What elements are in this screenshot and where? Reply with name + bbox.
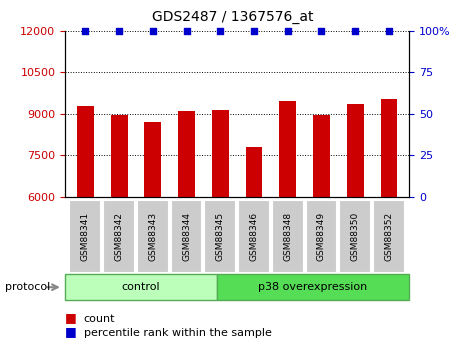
Point	[149, 28, 157, 34]
Point	[217, 28, 224, 34]
Bar	[111, 115, 127, 197]
Bar	[212, 110, 229, 197]
Point	[183, 28, 190, 34]
Text: percentile rank within the sample: percentile rank within the sample	[84, 328, 272, 338]
Text: GSM88352: GSM88352	[385, 212, 393, 261]
Text: GSM88343: GSM88343	[148, 212, 157, 261]
Text: GSM88345: GSM88345	[216, 212, 225, 261]
Bar	[279, 101, 296, 197]
Text: protocol: protocol	[5, 282, 50, 292]
Bar	[313, 115, 330, 197]
Point	[385, 28, 392, 34]
Bar	[246, 147, 262, 197]
Text: GSM88344: GSM88344	[182, 212, 191, 261]
Text: control: control	[122, 282, 160, 292]
Point	[82, 28, 89, 34]
Text: ■: ■	[65, 325, 77, 338]
Point	[115, 28, 123, 34]
Text: GDS2487 / 1367576_at: GDS2487 / 1367576_at	[152, 10, 313, 24]
Text: count: count	[84, 314, 115, 324]
Text: GSM88342: GSM88342	[114, 212, 124, 261]
Text: GSM88341: GSM88341	[81, 212, 90, 261]
Text: GSM88350: GSM88350	[351, 212, 360, 261]
Text: ■: ■	[65, 311, 77, 324]
Bar	[347, 104, 364, 197]
Point	[352, 28, 359, 34]
Bar	[178, 111, 195, 197]
Bar	[380, 99, 398, 197]
Text: GSM88349: GSM88349	[317, 212, 326, 261]
Bar	[77, 106, 94, 197]
Point	[284, 28, 292, 34]
Bar	[144, 122, 161, 197]
Text: p38 overexpression: p38 overexpression	[259, 282, 368, 292]
Text: GSM88348: GSM88348	[283, 212, 292, 261]
Point	[250, 28, 258, 34]
Text: GSM88346: GSM88346	[250, 212, 259, 261]
Point	[318, 28, 325, 34]
